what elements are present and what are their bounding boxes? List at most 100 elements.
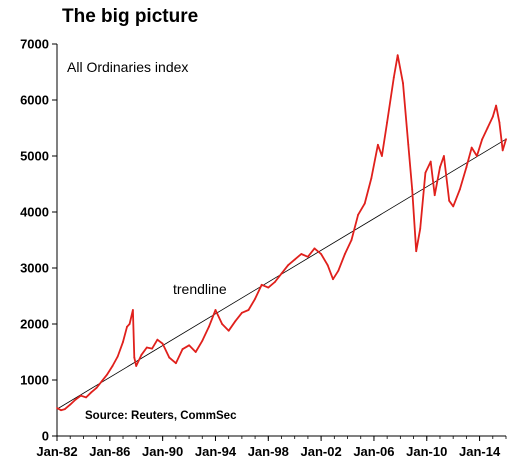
data-point: [452, 205, 455, 208]
y-tick-label: 2000: [20, 317, 49, 332]
data-point: [415, 250, 418, 253]
data-point: [300, 253, 303, 255]
data-point: [227, 329, 230, 332]
y-tick-label: 3000: [20, 261, 49, 276]
data-point: [448, 199, 451, 202]
data-point: [140, 353, 143, 356]
data-point: [392, 76, 395, 79]
data-point: [267, 286, 270, 289]
x-tick-label: Jan-94: [195, 444, 237, 459]
data-point: [181, 348, 184, 351]
data-point: [424, 171, 427, 174]
data-point: [381, 155, 383, 157]
data-point: [247, 309, 250, 311]
y-tick-label: 4000: [20, 205, 49, 220]
data-point: [135, 365, 138, 367]
data-point: [498, 121, 501, 124]
data-point: [101, 380, 103, 382]
data-point: [307, 255, 309, 258]
data-point: [326, 264, 329, 267]
data-point: [337, 269, 340, 272]
x-tick-label: Jan-82: [36, 444, 77, 459]
source-label: Source: Reuters, CommSec: [85, 410, 237, 422]
data-point: [491, 115, 494, 118]
data-point: [386, 121, 388, 124]
y-tick-label: 5000: [20, 149, 49, 164]
data-point: [241, 311, 243, 314]
data-point: [111, 365, 114, 367]
data-point: [194, 351, 197, 353]
data-point: [402, 82, 404, 85]
data-point: [85, 396, 87, 399]
x-tick-label: Jan-14: [459, 444, 501, 459]
data-point: [116, 355, 119, 358]
data-point: [161, 342, 164, 345]
y-tick-label: 1000: [20, 373, 49, 388]
data-point: [476, 155, 478, 157]
data-point: [168, 356, 171, 359]
data-point: [486, 127, 489, 129]
y-tick-label: 7000: [20, 37, 49, 52]
data-point: [156, 338, 159, 341]
chart-title: The big picture: [62, 6, 199, 27]
trendline-label: trendline: [173, 281, 227, 297]
data-point: [64, 408, 66, 410]
data-point: [221, 323, 224, 325]
data-point: [429, 160, 432, 163]
data-point: [280, 272, 283, 275]
data-point: [350, 239, 353, 241]
x-tick-label: Jan-10: [406, 444, 447, 459]
data-point: [95, 386, 98, 389]
data-point: [439, 166, 441, 169]
data-point: [287, 264, 289, 267]
data-point: [370, 177, 373, 180]
x-tick-label: Jan-98: [248, 444, 289, 459]
data-point: [357, 213, 359, 216]
x-tick-label: Jan-06: [353, 444, 394, 459]
data-point: [293, 258, 296, 261]
data-point: [458, 188, 461, 191]
data-point: [260, 283, 263, 286]
data-point: [433, 194, 436, 197]
data-point: [411, 188, 414, 191]
data-point: [126, 325, 128, 328]
data-point: [320, 253, 322, 255]
data-point: [505, 138, 507, 141]
data-point: [132, 309, 134, 311]
data-point: [396, 54, 399, 57]
series-line-all-ordinaries: [56, 54, 507, 412]
data-point: [419, 227, 422, 230]
data-point: [495, 104, 497, 107]
data-point: [313, 247, 316, 250]
data-point: [122, 341, 124, 343]
data-point: [90, 391, 93, 394]
data-point: [501, 149, 504, 152]
x-tick-label: Jan-86: [89, 444, 130, 459]
y-tick-label: 6000: [20, 93, 49, 108]
data-point: [344, 253, 346, 255]
series-label: All Ordinaries index: [67, 59, 188, 75]
data-point: [481, 138, 484, 141]
data-point: [56, 407, 58, 409]
data-point: [234, 320, 237, 323]
data-point: [332, 278, 334, 281]
x-tick-label: Jan-02: [301, 444, 342, 459]
data-point: [128, 323, 131, 325]
data-point: [201, 339, 204, 342]
data-point: [254, 297, 256, 300]
data-point: [208, 325, 210, 328]
y-tick-label: 0: [42, 429, 49, 444]
data-point: [470, 146, 473, 149]
data-point: [69, 403, 72, 406]
data-point: [151, 347, 154, 350]
data-point: [133, 356, 136, 359]
data-point: [363, 202, 366, 205]
data-point: [274, 281, 276, 283]
x-tick-label: Jan-90: [142, 444, 183, 459]
data-point: [79, 394, 82, 397]
data-point: [175, 362, 177, 365]
data-point: [74, 398, 77, 401]
data-point: [377, 143, 379, 146]
data-point: [407, 143, 410, 146]
